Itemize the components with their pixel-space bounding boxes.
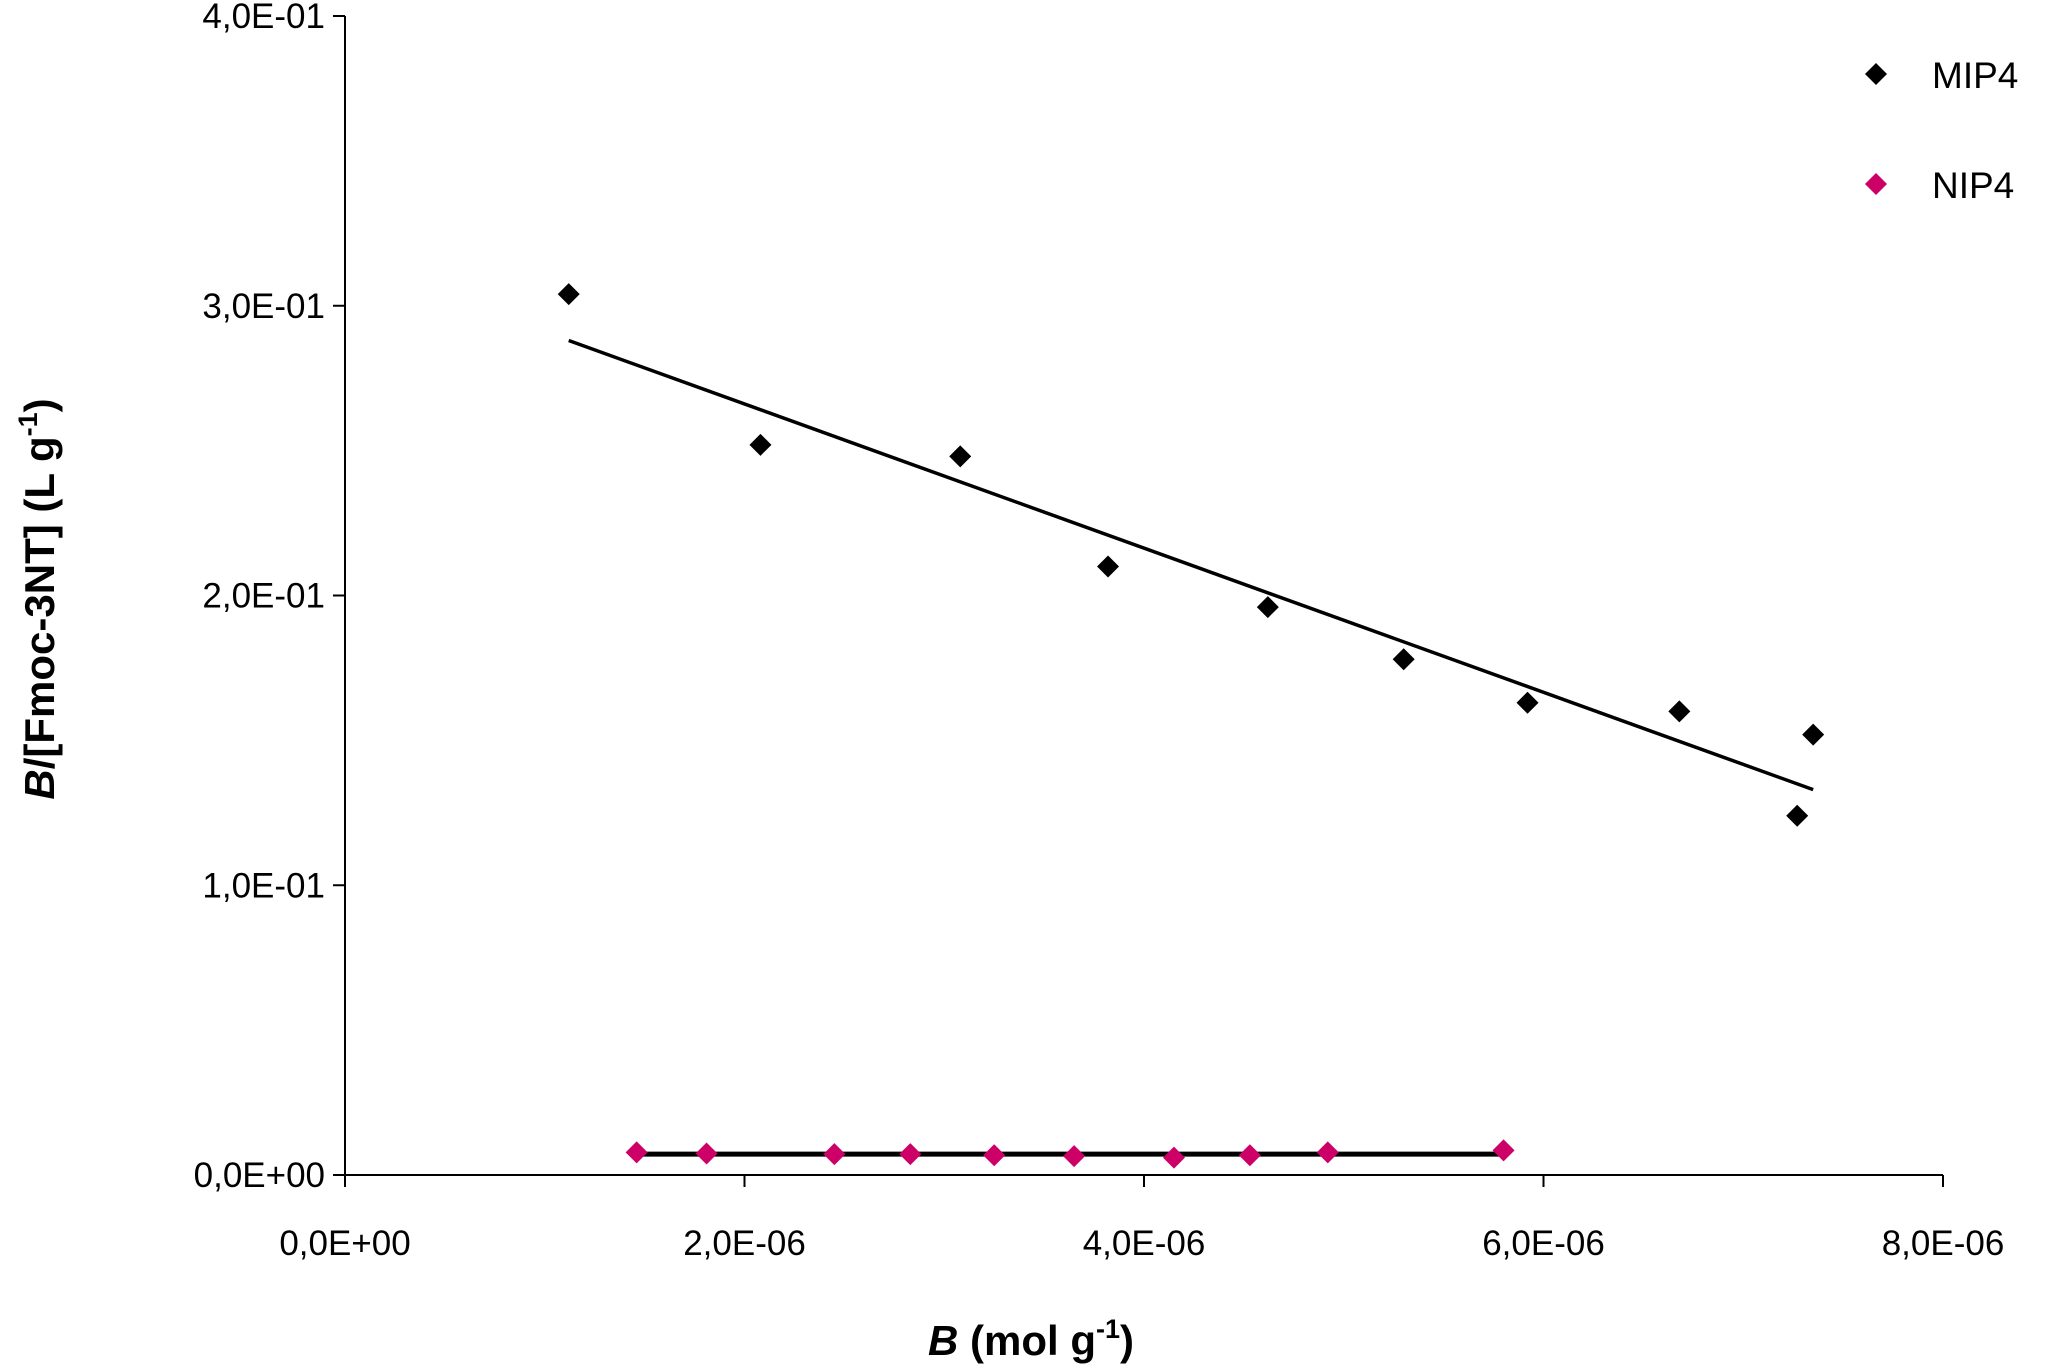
- data-point-mip4: [1668, 700, 1691, 723]
- y-tick-label: 1,0E-01: [202, 866, 325, 905]
- x-tick-label: 4,0E-06: [1083, 1224, 1206, 1263]
- x-axis-title-symbol: B: [928, 1317, 958, 1364]
- data-point-mip4: [1097, 555, 1120, 578]
- y-tick-label: 2,0E-01: [202, 577, 325, 616]
- x-tick-label: 2,0E-06: [683, 1224, 806, 1263]
- y-tick-label: 0,0E+00: [194, 1156, 325, 1195]
- legend-marker-mip4: [1865, 63, 1887, 85]
- data-point-nip4: [1162, 1146, 1185, 1169]
- data-point-mip4: [1392, 648, 1415, 671]
- trendline-mip4: [568, 338, 1814, 792]
- data-point-mip4: [1786, 804, 1809, 827]
- data-point-mip4: [1516, 691, 1539, 714]
- data-point-nip4: [625, 1141, 648, 1164]
- data-point-mip4: [1802, 723, 1825, 746]
- x-axis-title-sup: -1: [1096, 1314, 1120, 1344]
- y-tick-label: 4,0E-01: [202, 0, 325, 36]
- legend-item-mip4: MIP4: [1865, 55, 2018, 96]
- x-tick-label: 0,0E+00: [279, 1224, 410, 1263]
- x-axis-title-text: (mol g: [958, 1317, 1096, 1364]
- y-axis-title-text: /[Fmoc-3NT] (L g: [16, 436, 63, 769]
- data-point-mip4: [949, 445, 972, 468]
- x-tick-label: 8,0E-06: [1882, 1224, 2005, 1263]
- data-point-nip4: [899, 1143, 922, 1166]
- y-tick-label: 3,0E-01: [202, 287, 325, 326]
- data-point-mip4: [557, 283, 580, 306]
- y-axis-title-close: ): [16, 398, 63, 412]
- y-axis-title: B/[Fmoc-3NT] (L g-1): [13, 398, 63, 799]
- data-point-nip4: [1238, 1144, 1261, 1167]
- x-tick-label: 6,0E-06: [1482, 1224, 1605, 1263]
- x-ticks: 0,0E+00 2,0E-06 4,0E-06 6,0E-06 8,0E-06: [279, 1175, 2004, 1263]
- legend: MIP4 NIP4: [1865, 55, 2018, 206]
- legend-label-mip4: MIP4: [1932, 55, 2018, 96]
- x-axis-title-close: ): [1120, 1317, 1134, 1364]
- data-point-mip4: [1256, 596, 1279, 619]
- data-point-mip4: [749, 433, 772, 456]
- x-axis-title: B (mol g-1): [928, 1314, 1134, 1364]
- data-point-nip4: [1492, 1139, 1515, 1162]
- data-point-nip4: [1063, 1145, 1086, 1168]
- y-axis-title-symbol: B: [16, 769, 63, 799]
- data-point-nip4: [983, 1144, 1006, 1167]
- y-ticks: 0,0E+00 1,0E-01 2,0E-01 3,0E-01 4,0E-01: [194, 0, 345, 1195]
- trendlines: [568, 338, 1814, 1157]
- axes: [344, 16, 1943, 1176]
- legend-marker-nip4: [1865, 173, 1887, 195]
- legend-label-nip4: NIP4: [1932, 165, 2014, 206]
- data-point-nip4: [823, 1143, 846, 1166]
- data-point-nip4: [695, 1142, 718, 1165]
- data-point-nip4: [1316, 1141, 1339, 1164]
- markers: [557, 283, 1825, 1169]
- legend-item-nip4: NIP4: [1865, 165, 2014, 206]
- y-axis-title-sup: -1: [13, 412, 43, 436]
